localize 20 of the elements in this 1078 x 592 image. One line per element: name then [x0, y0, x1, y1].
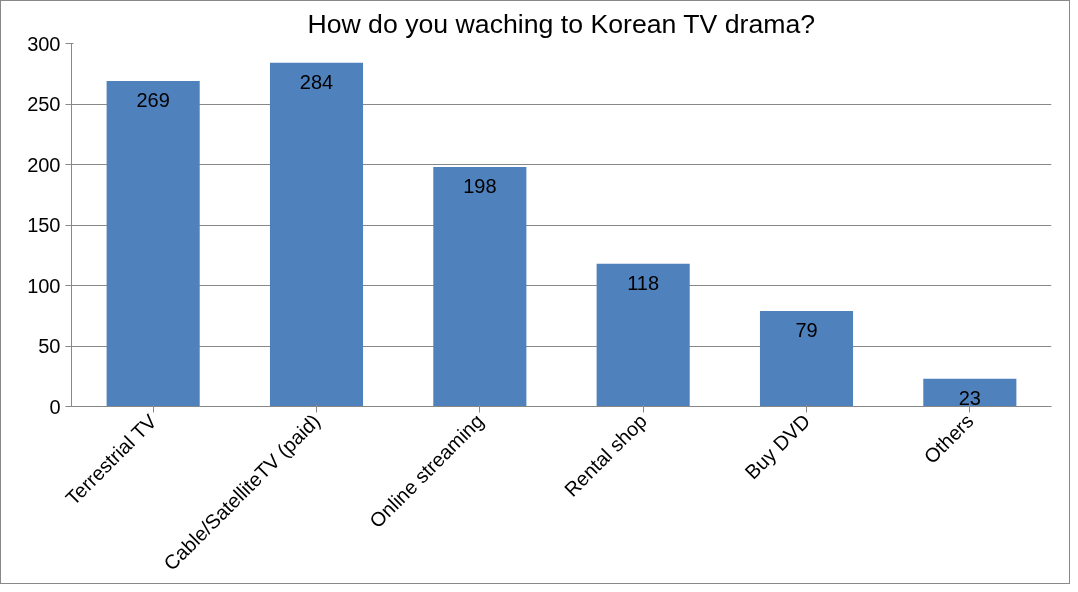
bar — [106, 81, 200, 407]
data-label: 284 — [299, 70, 334, 93]
y-tick-label: 100 — [27, 274, 61, 297]
bar — [759, 310, 854, 407]
bar — [923, 378, 1017, 407]
data-label: 118 — [627, 271, 660, 294]
y-tick-label: 250 — [27, 93, 61, 115]
y-tick-label: 150 — [27, 214, 61, 236]
data-label: 23 — [958, 386, 981, 409]
bar — [596, 263, 690, 407]
chart-title: How do you waching to Korean TV drama? — [307, 8, 816, 39]
y-tick-label: 50 — [38, 335, 61, 357]
data-label: 198 — [463, 174, 497, 197]
bar — [269, 62, 364, 407]
data-label: 269 — [136, 89, 170, 112]
data-label: 79 — [795, 318, 818, 341]
y-tick-label: 300 — [27, 32, 61, 55]
y-tick-label: 200 — [27, 153, 61, 176]
bar — [433, 166, 527, 407]
y-tick-label: 0 — [49, 395, 61, 418]
